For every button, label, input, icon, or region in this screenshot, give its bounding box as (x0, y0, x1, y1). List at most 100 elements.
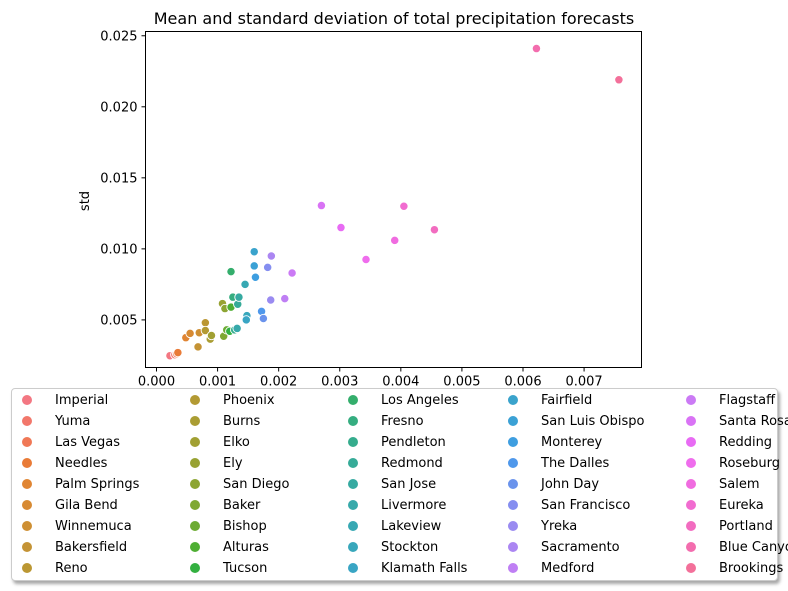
legend-marker (686, 542, 696, 552)
data-point (287, 268, 297, 278)
x-axis: 0.000 0.001 0.002 0.003 0.004 0.005 0.006 0.007 (138, 367, 603, 390)
y-tick-label: 0.005 (100, 313, 137, 328)
legend-marker (508, 500, 518, 510)
y-tick-label: 0.010 (100, 242, 137, 257)
legend-marker (190, 416, 200, 426)
legend-label: Pendleton (381, 435, 446, 450)
legend-marker (190, 563, 200, 573)
legend-marker (686, 563, 696, 573)
legend-marker (22, 416, 32, 426)
legend-label: Blue Canyon (719, 540, 788, 555)
legend-label: Stockton (381, 540, 439, 555)
legend-label: Monterey (541, 435, 603, 450)
legend-marker (348, 542, 358, 552)
legend-marker (508, 437, 518, 447)
x-tick-label: 0.005 (443, 375, 480, 390)
legend-label: Klamath Falls (381, 561, 468, 576)
legend-marker (348, 416, 358, 426)
data-point (249, 261, 259, 271)
legend-label: Sacramento (541, 540, 620, 555)
data-point (266, 295, 276, 305)
legend-marker (508, 395, 518, 405)
legend-label: Elko (223, 435, 250, 450)
data-point (173, 347, 183, 358)
legend-label: Imperial (55, 393, 109, 408)
data-point (316, 200, 327, 211)
legend-label: Burns (223, 414, 261, 429)
data-point (200, 318, 211, 328)
legend-marker (348, 521, 358, 531)
legend-marker (686, 521, 696, 531)
y-axis: 0.005 0.010 0.015 0.020 0.025 (100, 29, 146, 328)
data-point (200, 325, 211, 336)
legend-label: Livermore (381, 498, 447, 513)
legend-marker (190, 458, 200, 468)
x-tick-label: 0.003 (321, 375, 358, 390)
data-point (206, 330, 217, 341)
legend-marker (686, 500, 696, 510)
legend-marker (686, 437, 696, 447)
data-point (429, 225, 440, 235)
legend-marker (686, 458, 696, 468)
legend-label: Gila Bend (55, 498, 118, 513)
legend-label: Ely (223, 456, 243, 471)
x-tick-label: 0.002 (260, 375, 297, 390)
legend-label: Yuma (55, 414, 91, 429)
y-tick-label: 0.015 (100, 171, 137, 186)
legend-label: Redding (719, 435, 773, 450)
x-tick-label: 0.004 (382, 375, 419, 390)
data-point (250, 272, 261, 282)
legend-label: Salem (719, 477, 760, 492)
legend-label: Bishop (223, 519, 267, 534)
data-point (258, 313, 269, 324)
legend-marker (22, 458, 32, 468)
legend-marker (348, 437, 358, 447)
legend-marker (190, 395, 200, 405)
legend-marker (22, 437, 32, 447)
legend-label: Lakeview (381, 519, 442, 534)
legend-marker (508, 479, 518, 489)
data-point (614, 75, 624, 85)
legend-label: Las Vegas (55, 435, 120, 450)
chart-title: Mean and standard deviation of total pre… (154, 9, 634, 28)
data-point (263, 262, 273, 272)
legend-label: Los Angeles (381, 393, 459, 408)
legend-marker (348, 395, 358, 405)
legend: Imperial Yuma Las Vegas Needles Palm Springs… (11, 388, 788, 581)
legend-marker (22, 479, 32, 489)
legend-marker (508, 542, 518, 552)
plot-area-frame (145, 31, 642, 368)
legend-label: San Jose (381, 477, 437, 492)
legend-marker (686, 416, 696, 426)
y-tick-label: 0.025 (100, 29, 137, 44)
x-tick-label: 0.007 (565, 375, 602, 390)
legend-label: Baker (223, 498, 261, 513)
data-point (280, 293, 290, 304)
legend-label: Flagstaff (719, 393, 776, 408)
data-point (185, 328, 195, 339)
legend-marker (348, 563, 358, 573)
data-point (241, 315, 251, 325)
y-axis-label: std (78, 191, 93, 211)
legend-label: Tucson (223, 561, 268, 576)
legend-marker (190, 542, 200, 552)
data-point (361, 254, 371, 265)
legend-label: Winnemuca (55, 519, 132, 534)
legend-label: Brookings (719, 561, 784, 576)
legend-marker (508, 563, 518, 573)
legend-label: Yreka (541, 519, 578, 534)
data-points (165, 43, 624, 361)
legend-label: Reno (55, 561, 88, 576)
legend-label: Portland (719, 519, 773, 534)
x-tick-label: 0.006 (504, 375, 541, 390)
y-tick-label: 0.020 (100, 100, 137, 115)
legend-label: Needles (55, 456, 108, 471)
legend-marker (22, 395, 32, 405)
legend-marker (508, 416, 518, 426)
legend-marker (348, 458, 358, 468)
legend-marker (22, 542, 32, 552)
legend-label: John Day (541, 477, 600, 492)
data-point (249, 247, 259, 257)
legend-marker (22, 521, 32, 531)
